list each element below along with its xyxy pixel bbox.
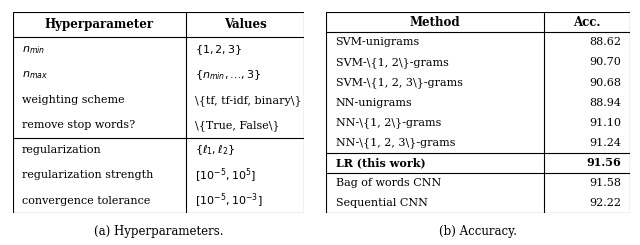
Text: \{tf, tf-idf, binary\}: \{tf, tf-idf, binary\}: [195, 95, 301, 106]
Text: 88.62: 88.62: [589, 37, 621, 47]
Text: Values: Values: [223, 18, 266, 31]
Text: weighting scheme: weighting scheme: [22, 95, 124, 105]
Text: 91.58: 91.58: [589, 178, 621, 188]
Text: Bag of words CNN: Bag of words CNN: [335, 178, 441, 188]
Text: LR (this work): LR (this work): [335, 158, 425, 168]
Text: $\{\ell_1, \ell_2\}$: $\{\ell_1, \ell_2\}$: [195, 144, 235, 157]
Text: Hyperparameter: Hyperparameter: [45, 18, 154, 31]
Text: 88.94: 88.94: [589, 98, 621, 108]
Text: $\{1, 2, 3\}$: $\{1, 2, 3\}$: [195, 43, 243, 57]
Text: Acc.: Acc.: [573, 16, 601, 29]
Text: (a) Hyperparameters.: (a) Hyperparameters.: [93, 225, 223, 238]
Text: $[10^{-5}, 10^{5}]$: $[10^{-5}, 10^{5}]$: [195, 166, 256, 185]
Text: remove stop words?: remove stop words?: [22, 120, 134, 130]
Text: 91.56: 91.56: [586, 158, 621, 168]
Text: $\{n_{min}, \ldots, 3\}$: $\{n_{min}, \ldots, 3\}$: [195, 68, 261, 82]
Text: $[10^{-5}, 10^{-3}]$: $[10^{-5}, 10^{-3}]$: [195, 191, 262, 210]
Text: NN-\{1, 2\}-grams: NN-\{1, 2\}-grams: [335, 117, 441, 128]
Text: \{True, False\}: \{True, False\}: [195, 120, 280, 131]
Text: 91.24: 91.24: [589, 138, 621, 148]
Text: SVM-\{1, 2\}-grams: SVM-\{1, 2\}-grams: [335, 57, 449, 68]
Text: regularization: regularization: [22, 145, 101, 155]
Text: 90.70: 90.70: [589, 58, 621, 67]
Text: $n_{min}$: $n_{min}$: [22, 44, 45, 56]
Text: Method: Method: [410, 16, 460, 29]
Text: 92.22: 92.22: [589, 198, 621, 208]
Text: regularization strength: regularization strength: [22, 171, 153, 181]
Text: convergence tolerance: convergence tolerance: [22, 196, 150, 206]
Text: 90.68: 90.68: [589, 78, 621, 87]
Text: $n_{max}$: $n_{max}$: [22, 69, 47, 81]
Text: SVM-unigrams: SVM-unigrams: [335, 37, 420, 47]
Text: Sequential CNN: Sequential CNN: [335, 198, 428, 208]
Text: NN-unigrams: NN-unigrams: [335, 98, 412, 108]
Text: NN-\{1, 2, 3\}-grams: NN-\{1, 2, 3\}-grams: [335, 137, 455, 148]
Text: SVM-\{1, 2, 3\}-grams: SVM-\{1, 2, 3\}-grams: [335, 77, 463, 88]
Text: (b) Accuracy.: (b) Accuracy.: [440, 225, 517, 238]
Text: 91.10: 91.10: [589, 118, 621, 128]
